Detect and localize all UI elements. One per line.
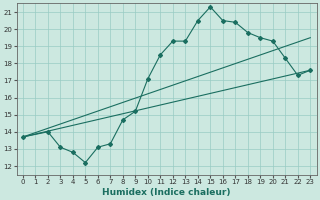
X-axis label: Humidex (Indice chaleur): Humidex (Indice chaleur): [102, 188, 231, 197]
